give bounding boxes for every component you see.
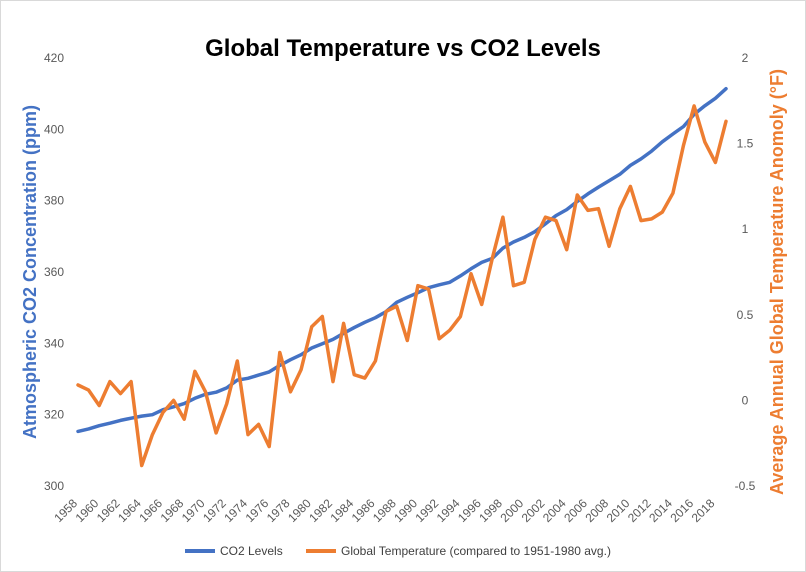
left-axis-tick-label: 420 <box>44 51 64 65</box>
right-axis-tick-label: 0 <box>742 393 749 407</box>
left-axis-tick-label: 300 <box>44 479 64 493</box>
left-axis-tick-label: 400 <box>44 122 64 136</box>
right-axis-tick-labels: -0.5 0 0.5 1 1.5 2 <box>735 51 756 493</box>
co2-series-line <box>76 86 728 434</box>
legend-label-co2: CO2 Levels <box>220 544 283 558</box>
left-axis-tick-label: 320 <box>44 408 64 422</box>
plot-area <box>76 86 728 468</box>
right-axis-tick-label: 0.5 <box>737 308 754 322</box>
right-axis-tick-label: 1 <box>742 222 749 236</box>
right-axis-title: Average Annual Global Temperature Anomol… <box>767 69 787 495</box>
temperature-series-line <box>76 104 728 468</box>
legend-label-temperature: Global Temperature (compared to 1951-198… <box>341 544 611 558</box>
legend: CO2 Levels Global Temperature (compared … <box>185 544 611 558</box>
left-axis-tick-label: 340 <box>44 336 64 350</box>
right-axis-tick-label: 1.5 <box>737 137 754 151</box>
chart-title: Global Temperature vs CO2 Levels <box>205 35 601 62</box>
right-axis-tick-label: -0.5 <box>735 479 756 493</box>
left-axis-tick-labels: 300 320 340 360 380 400 420 <box>44 51 64 493</box>
right-axis-tick-label: 2 <box>742 51 749 65</box>
left-axis-title: Atmospheric CO2 Concentration (ppm) <box>20 105 40 439</box>
left-axis-tick-label: 380 <box>44 194 64 208</box>
left-axis-tick-label: 360 <box>44 265 64 279</box>
